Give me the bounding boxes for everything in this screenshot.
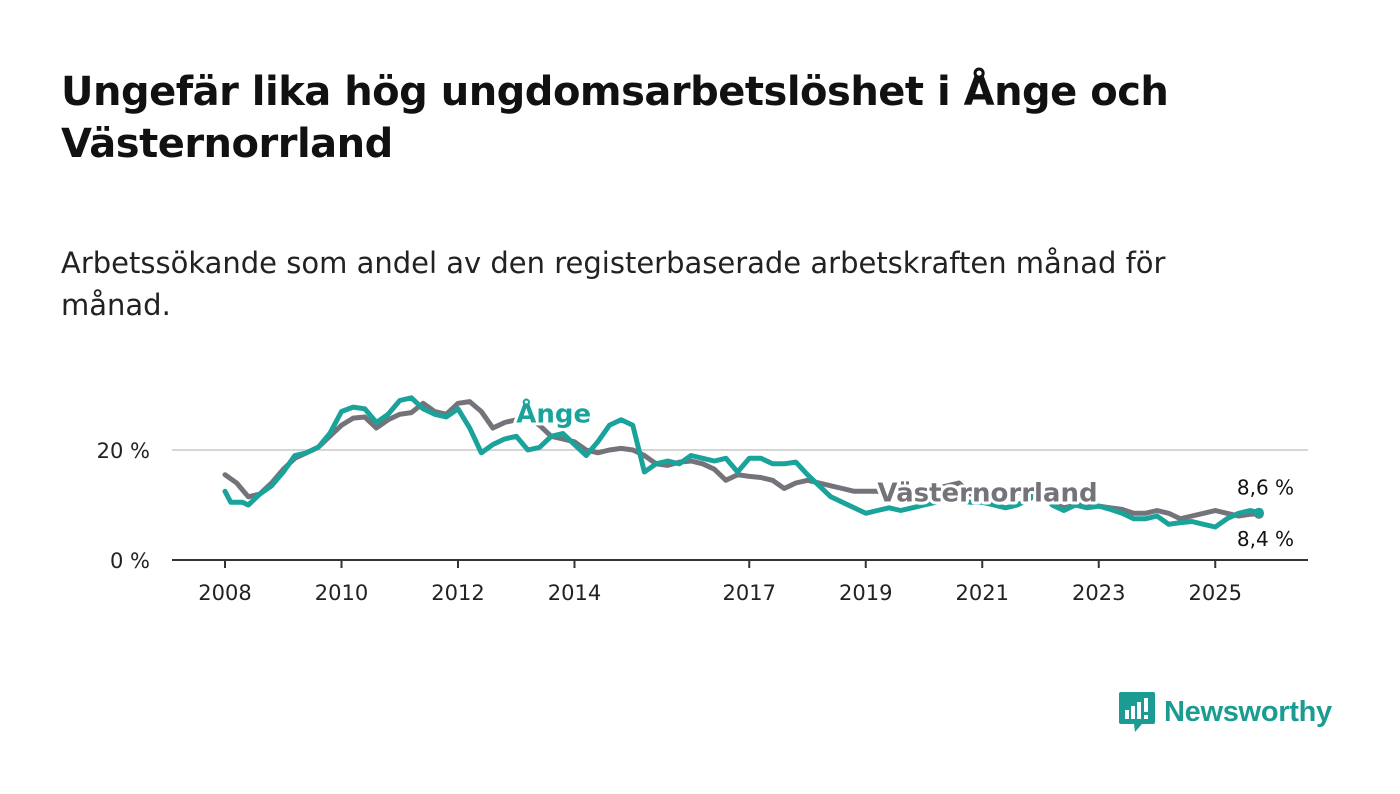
brand-name: Newsworthy xyxy=(1164,695,1332,728)
series-label-vasternorrland: Västernorrland xyxy=(877,478,1097,508)
x-tick-label: 2010 xyxy=(315,581,368,605)
series-labels: Ånge Västernorrland 8,6 % 8,4 % xyxy=(513,394,1294,551)
x-tick-label: 2017 xyxy=(723,581,776,605)
series-label-ange: Ånge xyxy=(516,397,591,429)
series-line-vasternorrland xyxy=(222,399,1262,522)
series-lines xyxy=(222,395,1264,530)
chart-title: Ungefär lika hög ungdomsarbetslöshet i Å… xyxy=(61,69,1169,167)
end-value-label-vasternorrland: 8,4 % xyxy=(1237,527,1294,551)
series-end-point-ange xyxy=(1253,507,1264,518)
end-value-label-ange: 8,6 % xyxy=(1237,476,1294,500)
x-tick-label: 2012 xyxy=(431,581,484,605)
x-tick-label: 2021 xyxy=(956,581,1009,605)
newsworthy-logo: Newsworthy xyxy=(1118,690,1332,734)
x-tick-label: 2023 xyxy=(1072,581,1125,605)
y-tick-label: 20 % xyxy=(97,439,150,463)
x-tick-label: 2025 xyxy=(1189,581,1242,605)
y-axis: 0 % 20 % xyxy=(97,439,150,573)
y-tick-label: 0 % xyxy=(110,549,150,573)
bar-chart-bubble-icon xyxy=(1119,692,1155,732)
series-line-ange xyxy=(222,395,1262,530)
x-axis: 2008 2010 2012 2014 2017 2019 2021 2023 2025 xyxy=(172,559,1308,605)
x-tick-label: 2008 xyxy=(198,581,251,605)
x-tick-label: 2014 xyxy=(548,581,601,605)
chart-subtitle: Arbetssökande som andel av den registerb… xyxy=(61,246,1166,322)
x-tick-label: 2019 xyxy=(839,581,892,605)
line-chart: 2008 2010 2012 2014 2017 2019 2021 2023 2025 0 %… xyxy=(97,394,1308,605)
